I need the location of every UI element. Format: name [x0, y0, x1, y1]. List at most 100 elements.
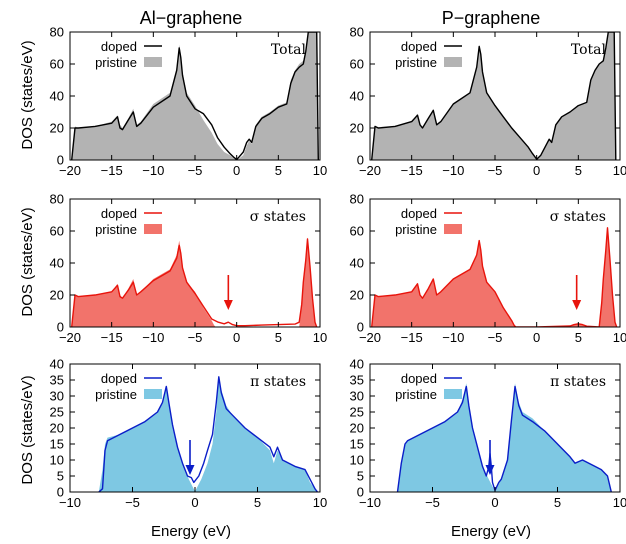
panel-p-pi: −10 −5 0 5 100510152025303540dopedpristineπ … — [350, 357, 626, 511]
x-tick-label: 5 — [575, 163, 582, 178]
x-tick-label: −20 — [359, 330, 381, 345]
legend-pristine-label: pristine — [395, 222, 437, 237]
x-tick-label: −10 — [142, 163, 164, 178]
y-tick-label: 40 — [350, 256, 364, 271]
x-tick-label: −15 — [101, 330, 123, 345]
x-tick-label: 0 — [233, 163, 240, 178]
x-tick-label: −10 — [442, 330, 464, 345]
series-doped-line — [71, 32, 319, 160]
y-tick-label: 40 — [350, 357, 364, 372]
column-title-al: Al−graphene — [140, 8, 243, 28]
x-tick-label: 0 — [233, 330, 240, 345]
x-tick-label: −15 — [401, 163, 423, 178]
series-pristine-fill — [397, 383, 612, 492]
x-tick-label: −10 — [359, 495, 381, 510]
x-tick-label: −10 — [142, 330, 164, 345]
legend-pristine-swatch — [444, 57, 462, 67]
y-tick-label: 60 — [50, 224, 64, 239]
x-axis-label-left: Energy (eV) — [151, 523, 231, 540]
y-tick-label: 30 — [350, 389, 364, 404]
y-axis-label-row-pi: DOS (states/eV) — [19, 375, 36, 484]
y-tick-label: 25 — [350, 405, 364, 420]
y-tick-label: 20 — [350, 121, 364, 136]
legend-doped-label: doped — [401, 39, 437, 54]
series-pristine-fill — [371, 227, 617, 327]
x-tick-label: 10 — [613, 163, 626, 178]
legend-doped-label: doped — [101, 206, 137, 221]
y-tick-label: 20 — [50, 288, 64, 303]
y-tick-label: 10 — [350, 453, 364, 468]
y-tick-label: 10 — [50, 453, 64, 468]
series-doped-line — [98, 376, 319, 492]
x-tick-label: −20 — [59, 163, 81, 178]
y-tick-label: 5 — [357, 469, 364, 484]
y-tick-label: 5 — [57, 469, 64, 484]
y-tick-label: 20 — [350, 288, 364, 303]
x-tick-label: −10 — [442, 163, 464, 178]
y-tick-label: 0 — [357, 485, 364, 500]
x-tick-label: 5 — [275, 163, 282, 178]
y-tick-label: 30 — [50, 389, 64, 404]
y-tick-label: 80 — [50, 25, 64, 40]
x-tick-label: 0 — [191, 495, 198, 510]
series-pristine-fill — [371, 32, 616, 160]
y-tick-label: 60 — [50, 57, 64, 72]
y-tick-label: 15 — [50, 437, 64, 452]
legend-doped-label: doped — [101, 39, 137, 54]
y-tick-label: 40 — [50, 89, 64, 104]
column-title-p: P−graphene — [442, 8, 541, 28]
legend-pristine-swatch — [144, 224, 162, 234]
y-tick-label: 60 — [350, 224, 364, 239]
x-tick-label: −5 — [125, 495, 140, 510]
y-axis-label-row-total: DOS (states/eV) — [19, 40, 36, 149]
panel-annotation: σ states — [550, 209, 606, 225]
x-tick-label: −10 — [59, 495, 81, 510]
legend-pristine-swatch — [144, 389, 162, 399]
legend-pristine-label: pristine — [395, 55, 437, 70]
y-tick-label: 80 — [350, 25, 364, 40]
x-tick-label: −5 — [488, 163, 503, 178]
series-pristine-fill — [98, 376, 318, 492]
y-tick-label: 0 — [357, 153, 364, 168]
legend-pristine-swatch — [444, 224, 462, 234]
x-tick-label: 5 — [275, 330, 282, 345]
x-tick-label: 10 — [613, 495, 626, 510]
x-tick-label: 0 — [533, 163, 540, 178]
y-tick-label: 60 — [350, 57, 364, 72]
y-tick-label: 0 — [57, 153, 64, 168]
x-tick-label: 0 — [533, 330, 540, 345]
y-tick-label: 35 — [350, 373, 364, 388]
y-tick-label: 40 — [350, 89, 364, 104]
x-tick-label: −15 — [401, 330, 423, 345]
series-doped-line — [371, 227, 618, 327]
y-tick-label: 20 — [350, 421, 364, 436]
x-tick-label: 5 — [254, 495, 261, 510]
y-tick-label: 0 — [57, 485, 64, 500]
x-tick-label: −20 — [59, 330, 81, 345]
legend-pristine-label: pristine — [95, 55, 137, 70]
x-tick-label: 0 — [491, 495, 498, 510]
x-tick-label: 10 — [313, 495, 327, 510]
legend-pristine-label: pristine — [395, 387, 437, 402]
x-axis-label-right: Energy (eV) — [451, 523, 531, 540]
x-tick-label: 5 — [554, 495, 561, 510]
x-tick-label: 5 — [575, 330, 582, 345]
legend-pristine-swatch — [444, 389, 462, 399]
x-tick-label: −5 — [188, 330, 203, 345]
y-tick-label: 0 — [57, 320, 64, 335]
y-tick-label: 80 — [50, 192, 64, 207]
y-axis-label-row-sigma: DOS (states/eV) — [19, 207, 36, 316]
x-tick-label: 10 — [613, 330, 626, 345]
legend-doped-label: doped — [101, 371, 137, 386]
y-tick-label: 35 — [50, 373, 64, 388]
y-tick-label: 25 — [50, 405, 64, 420]
y-tick-label: 20 — [50, 421, 64, 436]
feature-arrow-head — [485, 465, 495, 475]
series-pristine-fill — [71, 32, 319, 160]
panel-annotation: Total — [271, 42, 307, 58]
panels-group: −20 −15 −10 −5 0 5 10020406080dopedpristineTot… — [50, 25, 626, 511]
